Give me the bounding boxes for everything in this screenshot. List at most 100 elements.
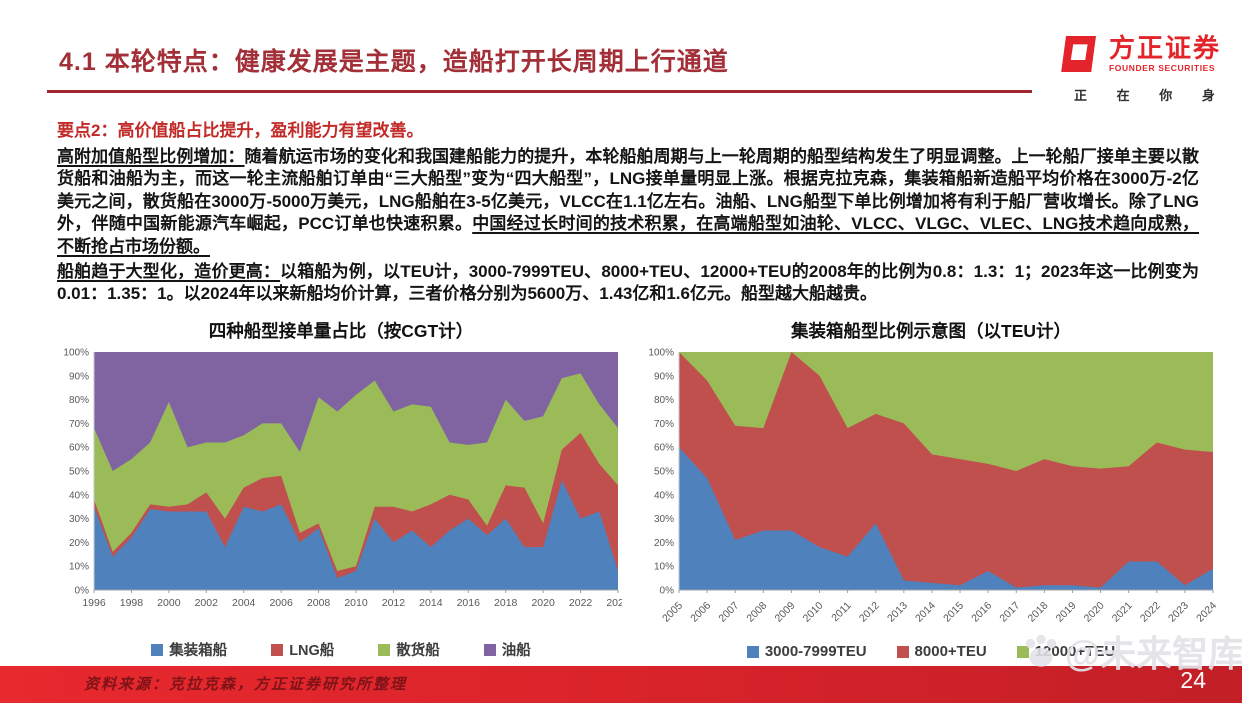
legend-label: LNG船 [289, 643, 335, 659]
svg-text:70%: 70% [654, 419, 674, 430]
paragraph-1-text: 随着航运市场的变化和我国建船能力的提升，本轮船舶周期与上一轮周期的船型结构发生了… [57, 147, 1199, 234]
svg-text:2018: 2018 [1025, 600, 1050, 625]
legend-item: 12000+TEU [1016, 643, 1116, 660]
svg-text:60%: 60% [654, 443, 674, 454]
svg-text:0%: 0% [660, 586, 675, 597]
svg-text:2011: 2011 [829, 600, 854, 625]
legend-swatch [746, 645, 759, 658]
svg-text:2009: 2009 [773, 600, 798, 625]
svg-text:80%: 80% [654, 395, 674, 406]
chart-ship-type-share: 四种船型接单量占比（按CGT计） 0% 10% 20% 30% 40% 50% 60% 70%… [60, 318, 629, 660]
legend-swatch [1016, 645, 1029, 658]
svg-text:2024: 2024 [1194, 600, 1219, 625]
legend-item: 3000-7999TEU [746, 643, 867, 660]
footer-band [0, 666, 1242, 703]
logo-name-en: FOUNDER SECURITIES [1109, 63, 1216, 74]
svg-text:2022: 2022 [569, 597, 593, 609]
svg-text:40%: 40% [69, 490, 89, 501]
paragraph-1: 高附加值船型比例增加：随着航运市场的变化和我国建船能力的提升，本轮船舶周期与上一… [57, 146, 1199, 258]
svg-text:30%: 30% [69, 514, 89, 525]
svg-text:2008: 2008 [744, 600, 769, 625]
legend-label: 3000-7999TEU [764, 643, 867, 660]
svg-text:100%: 100% [63, 348, 89, 359]
svg-text:100%: 100% [648, 348, 674, 359]
svg-text:40%: 40% [654, 490, 674, 501]
svg-text:2006: 2006 [688, 600, 713, 625]
svg-text:2002: 2002 [195, 597, 219, 609]
svg-text:2007: 2007 [716, 600, 741, 625]
stacked-area-plot: 0%10%20%30%40%50%60%70%80%90%100%2005 200… [648, 348, 1219, 625]
svg-text:90%: 90% [69, 371, 89, 382]
svg-text:2015: 2015 [941, 600, 966, 625]
page-title: 4.1 本轮特点：健康发展是主题，造船打开长周期上行通道 [59, 48, 729, 76]
legend-item: LNG船 [271, 639, 334, 660]
chart-container-teu-share: 集装箱船型比例示意图（以TEU计） 0% 10% 20% 30% 40% 50% 60% 70… [643, 318, 1219, 660]
svg-text:70%: 70% [69, 419, 89, 430]
paragraph-1-tail: 中国经过长时间的技术积累，在高端船型如油轮、VLCC、VLGC、VLEC、LNG… [57, 214, 1199, 256]
svg-text:2005: 2005 [660, 600, 685, 625]
paragraph-1-lead: 高附加值船型比例增加： [57, 147, 245, 166]
body-text: 要点2：高价值船占比提升，盈利能力有望改善。 高附加值船型比例增加：随着航运市场… [57, 116, 1199, 309]
svg-text:10%: 10% [654, 562, 674, 573]
svg-text:2023: 2023 [1166, 600, 1191, 625]
right-chart-title: 集装箱船型比例示意图（以TEU计） [791, 321, 1071, 341]
svg-text:2010: 2010 [801, 600, 826, 625]
legend-item: 集装箱船 [151, 639, 227, 660]
legend-label: 散货船 [396, 643, 440, 659]
svg-text:30%: 30% [654, 514, 674, 525]
svg-text:2022: 2022 [1138, 600, 1163, 625]
svg-text:2016: 2016 [969, 600, 994, 625]
legend-label: 集装箱船 [169, 643, 228, 659]
legend-label: 8000+TEU [914, 643, 987, 660]
svg-text:2008: 2008 [307, 597, 331, 609]
left-chart-canvas: 0% 10% 20% 30% 40% 50% 60% 70% 80% 90% 100% 1996 199… [60, 344, 629, 615]
legend-swatch [271, 643, 284, 656]
left-chart-title: 四种船型接单量占比（按CGT计） [208, 321, 474, 341]
svg-text:20%: 20% [69, 538, 89, 549]
paragraph-2-text: 以箱船为例，以TEU计，3000-7999TEU、8000+TEU、12000+… [57, 262, 1199, 304]
svg-text:50%: 50% [654, 467, 674, 478]
stacked-area-plot: 0% 10% 20% 30% 40% 50% 60% 70% 80% 90% 100% 1996 199… [63, 348, 629, 610]
logo-slogan: 正 在 你 身 边 [1074, 88, 1242, 103]
svg-text:0%: 0% [75, 586, 90, 597]
legend-item: 8000+TEU [896, 643, 987, 660]
svg-text:2019: 2019 [1054, 600, 1079, 625]
key-point-line: 要点2：高价值船占比提升，盈利能力有望改善。 [57, 121, 424, 140]
founder-securities-logo: 方正证券 FOUNDER SECURITIES 正 在 你 身 边 [1054, 30, 1242, 104]
legend-swatch [378, 643, 391, 656]
svg-text:2010: 2010 [344, 597, 368, 609]
svg-text:1996: 1996 [82, 597, 106, 609]
legend-swatch [896, 645, 909, 658]
right-chart-canvas: 0% 10% 20% 30% 40% 50% 60% 70% 80% 90% 100% 2005 200… [643, 344, 1219, 641]
legend-item: 散货船 [378, 639, 440, 660]
svg-text:2013: 2013 [885, 600, 910, 625]
legend-label: 12000+TEU [1034, 643, 1116, 660]
legend-label: 油船 [501, 643, 531, 659]
svg-text:1998: 1998 [120, 597, 144, 609]
svg-text:2017: 2017 [997, 600, 1022, 625]
svg-text:2014: 2014 [419, 597, 443, 609]
logo-name-cn: 方正证券 [1109, 32, 1222, 63]
paragraph-2-lead: 船舶趋于大型化，造价更高： [57, 262, 281, 282]
legend-item: 油船 [483, 639, 531, 660]
svg-text:2006: 2006 [269, 597, 293, 609]
right-chart-legend: 3000-7999TEU 8000+TEU 12000+TEU [643, 643, 1219, 660]
svg-text:2000: 2000 [157, 597, 181, 609]
svg-text:2012: 2012 [857, 600, 882, 625]
source-note: 资料来源：克拉克森，方正证券研究所整理 [84, 677, 408, 693]
svg-text:2012: 2012 [382, 597, 406, 609]
svg-text:2016: 2016 [457, 597, 481, 609]
legend-swatch [483, 643, 496, 656]
left-chart-legend: 集装箱船 LNG船 散货船 油船 [60, 639, 622, 660]
svg-text:2004: 2004 [232, 597, 256, 609]
svg-text:2018: 2018 [494, 597, 518, 609]
paragraph-2: 船舶趋于大型化，造价更高：以箱船为例，以TEU计，3000-7999TEU、80… [57, 261, 1199, 306]
svg-text:2024: 2024 [606, 597, 622, 609]
svg-text:20%: 20% [654, 538, 674, 549]
svg-text:2014: 2014 [913, 600, 938, 625]
svg-text:90%: 90% [654, 371, 674, 382]
svg-text:2020: 2020 [531, 597, 555, 609]
title-underline-rule [47, 90, 1032, 93]
page-number: 24 [1180, 667, 1206, 693]
svg-text:2020: 2020 [1082, 600, 1107, 625]
